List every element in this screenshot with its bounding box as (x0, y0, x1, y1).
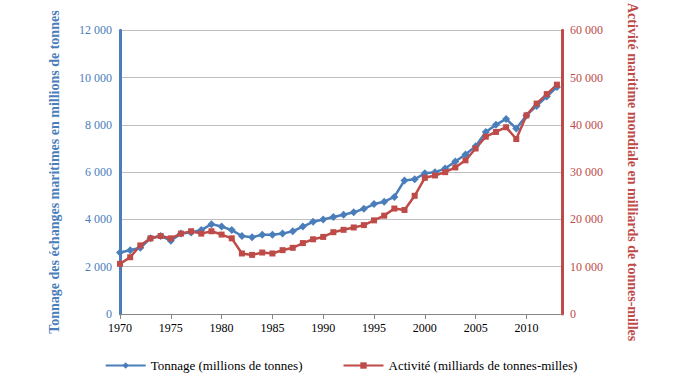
svg-text:50 000: 50 000 (570, 71, 603, 85)
svg-text:2010: 2010 (514, 321, 538, 335)
svg-text:Activité maritime mondiale en: Activité maritime mondiale en milliards … (625, 3, 640, 342)
svg-text:0: 0 (570, 307, 576, 321)
svg-text:6 000: 6 000 (85, 165, 112, 179)
svg-text:1995: 1995 (362, 321, 386, 335)
svg-text:2005: 2005 (464, 321, 488, 335)
svg-text:8 000: 8 000 (85, 118, 112, 132)
svg-text:2000: 2000 (413, 321, 437, 335)
svg-text:0: 0 (106, 307, 112, 321)
svg-text:30 000: 30 000 (570, 165, 603, 179)
svg-text:Activité (milliards de tonnes-: Activité (milliards de tonnes-milles) (388, 358, 577, 373)
svg-text:Tonnage des échanges maritimes: Tonnage des échanges maritimes en millio… (47, 10, 62, 334)
svg-text:2 000: 2 000 (85, 260, 112, 274)
svg-text:10 000: 10 000 (570, 260, 603, 274)
svg-text:60 000: 60 000 (570, 23, 603, 37)
svg-text:1975: 1975 (159, 321, 183, 335)
svg-text:1970: 1970 (108, 321, 132, 335)
svg-text:40 000: 40 000 (570, 118, 603, 132)
svg-text:10 000: 10 000 (79, 71, 112, 85)
svg-text:12 000: 12 000 (79, 23, 112, 37)
svg-text:Tonnage (millions de tonnes): Tonnage (millions de tonnes) (151, 358, 303, 373)
svg-text:20 000: 20 000 (570, 212, 603, 226)
svg-text:4 000: 4 000 (85, 212, 112, 226)
svg-text:1985: 1985 (260, 321, 284, 335)
svg-text:1990: 1990 (311, 321, 335, 335)
svg-text:1980: 1980 (210, 321, 234, 335)
